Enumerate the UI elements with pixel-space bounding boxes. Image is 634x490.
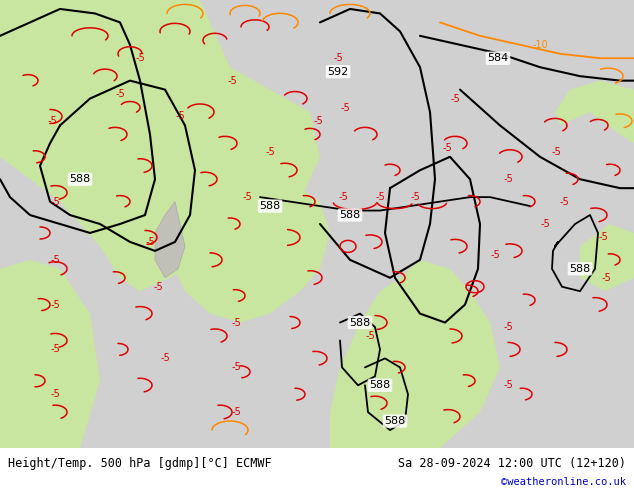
Text: -10: -10 [532, 40, 548, 50]
Text: 588: 588 [259, 201, 281, 211]
Text: -5: -5 [450, 94, 460, 103]
Text: 592: 592 [327, 67, 349, 76]
Text: 588: 588 [349, 318, 371, 327]
Text: -5: -5 [559, 196, 569, 207]
FancyBboxPatch shape [0, 0, 634, 448]
Polygon shape [155, 201, 185, 278]
Text: -5: -5 [115, 89, 125, 99]
Text: -5: -5 [313, 116, 323, 126]
Polygon shape [170, 188, 330, 322]
Text: -5: -5 [231, 407, 241, 417]
Text: -5: -5 [365, 331, 375, 341]
Text: -5: -5 [503, 174, 513, 184]
Text: -5: -5 [598, 232, 608, 243]
Text: -5: -5 [490, 250, 500, 260]
Text: -5: -5 [242, 192, 252, 202]
Text: -5: -5 [50, 196, 60, 207]
Text: 588: 588 [370, 380, 391, 390]
Text: -5: -5 [47, 116, 57, 126]
Text: -5: -5 [340, 102, 350, 113]
Text: -5: -5 [503, 380, 513, 390]
Text: -5: -5 [601, 273, 611, 283]
Text: -5: -5 [503, 322, 513, 332]
Text: -5: -5 [231, 318, 241, 327]
Text: Sa 28-09-2024 12:00 UTC (12+120): Sa 28-09-2024 12:00 UTC (12+120) [398, 458, 626, 470]
Text: -5: -5 [227, 75, 237, 86]
Text: -5: -5 [231, 363, 241, 372]
Text: 588: 588 [69, 174, 91, 184]
Text: 588: 588 [569, 264, 591, 274]
Text: -5: -5 [50, 300, 60, 310]
Polygon shape [555, 81, 634, 144]
Text: -5: -5 [50, 255, 60, 265]
Text: -5: -5 [145, 237, 155, 247]
Text: -5: -5 [540, 219, 550, 229]
Text: Height/Temp. 500 hPa [gdmp][°C] ECMWF: Height/Temp. 500 hPa [gdmp][°C] ECMWF [8, 458, 271, 470]
Text: -5: -5 [375, 192, 385, 202]
Text: -5: -5 [333, 53, 343, 63]
Text: -5: -5 [265, 147, 275, 157]
Polygon shape [330, 260, 500, 448]
Polygon shape [580, 224, 634, 291]
Text: -5: -5 [175, 112, 185, 122]
Text: -5: -5 [160, 353, 170, 364]
Text: 588: 588 [384, 416, 406, 426]
Text: -5: -5 [50, 389, 60, 399]
Text: -5: -5 [50, 344, 60, 354]
Text: -5: -5 [153, 282, 163, 292]
Text: -5: -5 [338, 192, 348, 202]
Text: -5: -5 [442, 143, 452, 153]
Text: -5: -5 [551, 147, 561, 157]
Text: -5: -5 [410, 192, 420, 202]
Text: -5: -5 [135, 53, 145, 63]
Polygon shape [0, 0, 320, 291]
Text: 584: 584 [488, 53, 508, 63]
Polygon shape [0, 260, 100, 448]
Text: ©weatheronline.co.uk: ©weatheronline.co.uk [501, 477, 626, 488]
Text: 588: 588 [339, 210, 361, 220]
